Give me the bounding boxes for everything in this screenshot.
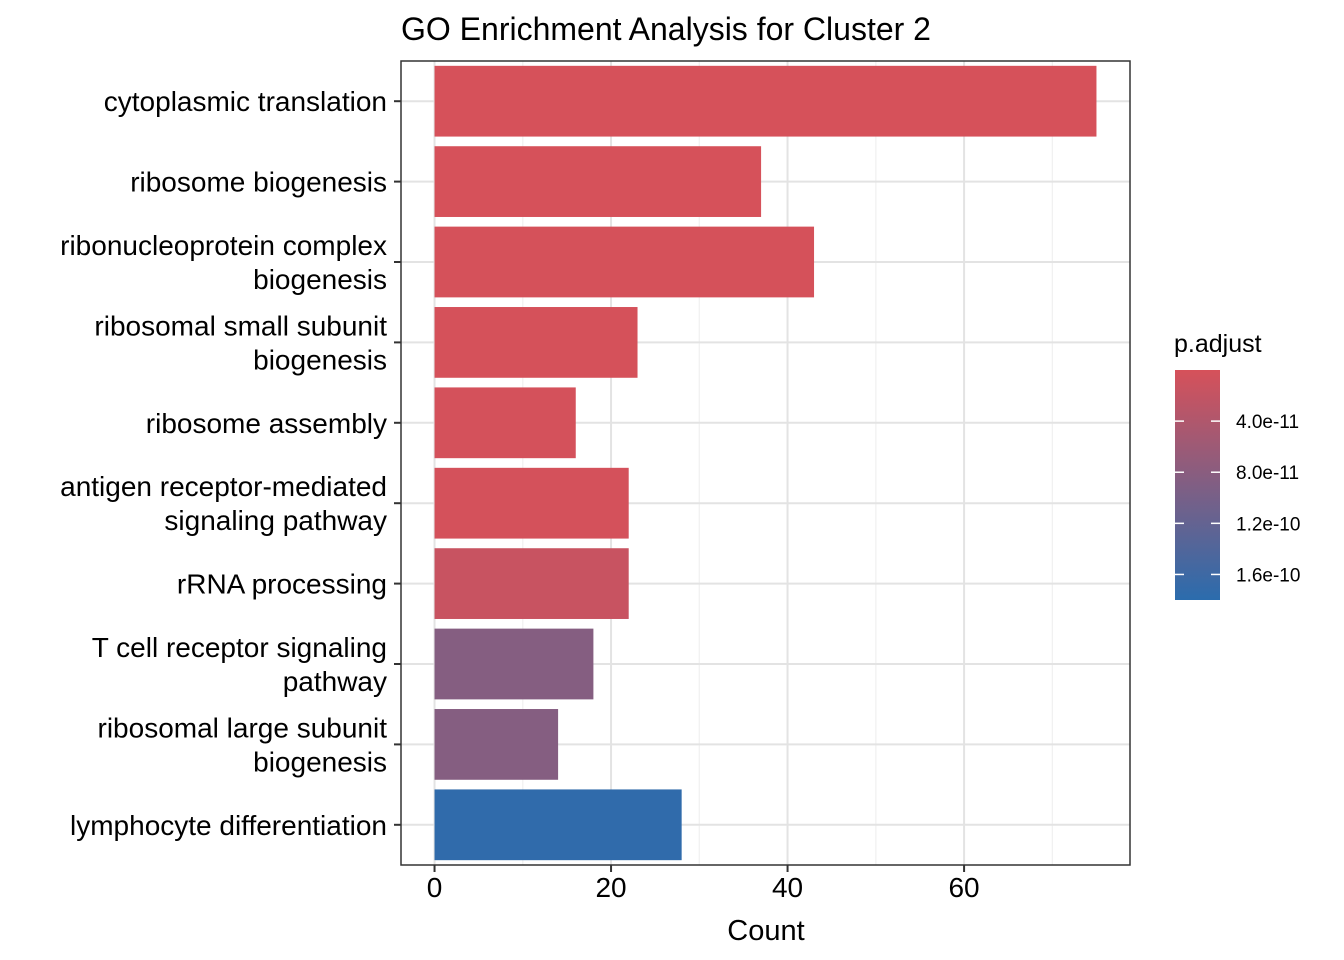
- bar: [434, 387, 576, 459]
- bar: [434, 65, 1097, 137]
- y-tick-label: ribosome biogenesis: [130, 167, 387, 198]
- y-tick-label: biogenesis: [253, 344, 387, 375]
- plot-area: cytoplasmic translation ribosome biogenes…: [60, 60, 1131, 903]
- bar: [434, 226, 815, 298]
- bar: [434, 709, 559, 780]
- x-tick-label: 40: [772, 872, 803, 903]
- legend-tick-label: 8.0e-11: [1236, 463, 1299, 484]
- legend-tick-label: 1.6e-10: [1236, 565, 1300, 586]
- y-tick-label: ribonucleoprotein complex: [60, 230, 387, 261]
- y-tick-label: signaling pathway: [164, 505, 387, 536]
- legend-tick-label: 1.2e-10: [1236, 514, 1300, 535]
- legend-title: p.adjust: [1174, 330, 1262, 358]
- y-tick-label: lymphocyte differentiation: [70, 810, 387, 841]
- y-tick-label: ribosomal large subunit: [98, 712, 388, 743]
- y-tick-label: ribosome assembly: [146, 408, 387, 439]
- chart-title: GO Enrichment Analysis for Cluster 2: [401, 11, 931, 47]
- bar: [434, 548, 629, 619]
- bar: [434, 789, 682, 861]
- y-tick-label: ribosomal small subunit: [94, 310, 387, 341]
- bar: [434, 146, 762, 217]
- legend: p.adjust 4.0e-11 8.0e-11 1.2e-10 1.6e-10: [1174, 330, 1300, 600]
- x-tick-label: 0: [427, 872, 443, 903]
- bar: [434, 467, 629, 539]
- x-tick-label: 60: [948, 872, 979, 903]
- panel-border: [400, 60, 1131, 866]
- legend-colorbar: [1175, 370, 1220, 600]
- y-tick-label: pathway: [283, 666, 387, 697]
- y-tick-label: antigen receptor-mediated: [60, 471, 387, 502]
- x-tick-label: 20: [595, 872, 626, 903]
- bar: [434, 307, 638, 378]
- y-tick-label: rRNA processing: [177, 569, 387, 600]
- y-tick-label: biogenesis: [253, 746, 387, 777]
- y-tick-label: T cell receptor signaling: [92, 632, 387, 663]
- x-axis-label: Count: [727, 915, 804, 947]
- y-tick-label: biogenesis: [253, 264, 387, 295]
- y-tick-label: cytoplasmic translation: [104, 86, 387, 117]
- bar: [434, 628, 594, 700]
- legend-tick-label: 4.0e-11: [1236, 412, 1299, 433]
